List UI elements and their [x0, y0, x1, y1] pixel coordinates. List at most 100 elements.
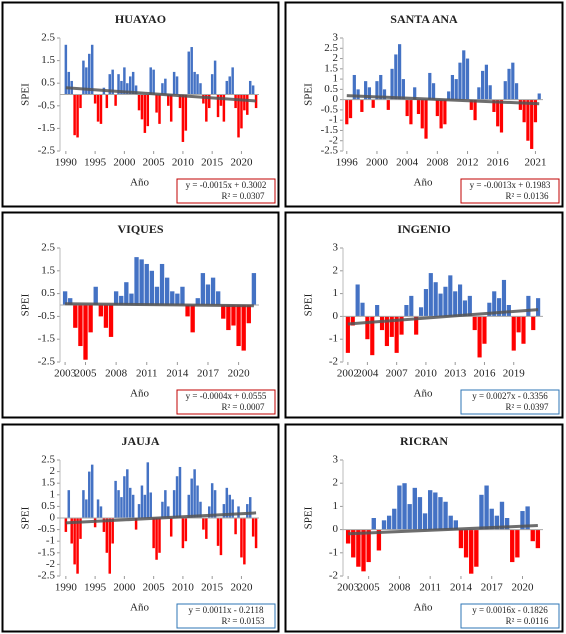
bar: [85, 499, 88, 518]
x-tick-label: 2017: [197, 368, 220, 380]
bar: [404, 305, 409, 317]
x-tick-label: 2000: [113, 157, 136, 169]
y-tick-label: 2: [333, 477, 339, 489]
bar: [78, 305, 83, 347]
bar: [149, 492, 152, 518]
bar: [93, 94, 97, 104]
bar: [501, 279, 507, 317]
bar: [526, 295, 531, 317]
bar: [533, 99, 538, 123]
bar: [126, 83, 129, 95]
bar: [213, 490, 217, 518]
bar: [251, 518, 255, 537]
bar: [360, 302, 365, 317]
chart-title: VIQUES: [117, 222, 163, 236]
bar: [488, 85, 492, 100]
x-tick-label: 2013: [444, 368, 467, 380]
bar: [511, 62, 515, 100]
bar: [465, 58, 470, 100]
bar: [137, 504, 141, 518]
y-tick-label: -2.5: [38, 145, 56, 157]
trend-line: [65, 86, 257, 103]
bar: [424, 99, 428, 139]
bar: [79, 518, 82, 539]
bar: [243, 518, 246, 565]
bar: [193, 71, 196, 95]
x-tick-label: 2015: [201, 582, 224, 594]
bar: [443, 99, 447, 125]
bar: [161, 501, 164, 518]
bar: [511, 316, 516, 351]
bar: [355, 284, 360, 317]
y-tick-label: -2: [329, 134, 338, 146]
bar: [496, 99, 500, 127]
y-tick-label: -2: [46, 558, 55, 570]
bar: [371, 518, 376, 530]
x-tick-label: 2003: [337, 582, 360, 594]
x-tick-label: 2010: [172, 582, 195, 594]
y-tick-label: 1: [333, 500, 339, 512]
bar: [67, 71, 71, 95]
bar: [360, 99, 364, 112]
bar: [73, 518, 76, 565]
bar: [526, 99, 530, 141]
trend-r2: R² = 0.0397: [505, 402, 549, 412]
bar: [155, 518, 158, 560]
panel-border: [284, 1, 564, 208]
bar: [507, 68, 511, 100]
bar: [443, 501, 448, 530]
bar: [143, 494, 147, 518]
trend-r2: R² = 0.0307: [221, 191, 265, 201]
bar: [208, 506, 211, 518]
bar: [394, 316, 399, 353]
bar: [448, 275, 453, 317]
bar: [416, 99, 421, 115]
trend-line: [65, 511, 257, 525]
y-tick-label: 2: [50, 465, 56, 477]
bar: [180, 286, 185, 305]
bar: [431, 83, 436, 100]
bar: [228, 76, 231, 95]
x-tick-label: 2005: [358, 582, 381, 594]
bar: [345, 99, 349, 125]
y-axis-label: SPEI: [20, 293, 32, 316]
x-tick-label: 2015: [201, 157, 224, 169]
bar: [428, 72, 432, 100]
bar: [412, 487, 417, 530]
bar: [399, 316, 404, 335]
bar: [521, 316, 526, 344]
panel-border: [1, 423, 280, 633]
bar: [140, 94, 144, 120]
bar: [231, 499, 234, 518]
bar: [210, 483, 214, 518]
x-tick-label: 2021: [524, 157, 546, 169]
y-tick-label: 2.5: [41, 454, 55, 466]
bar: [90, 44, 94, 95]
x-tick-label: 2016: [487, 157, 510, 169]
bar: [237, 94, 240, 138]
bar: [120, 497, 123, 518]
bar: [193, 469, 196, 518]
bar: [479, 494, 484, 530]
bar: [170, 291, 175, 305]
bar: [105, 518, 109, 553]
trend-r2: R² = 0.0136: [505, 191, 549, 201]
x-tick-label: 2020: [511, 582, 534, 594]
bar: [492, 291, 497, 317]
y-tick-label: 1.5: [41, 477, 55, 489]
bar: [70, 518, 73, 544]
bar: [504, 518, 510, 530]
x-tick-label: 2020: [230, 157, 253, 169]
bar: [458, 529, 464, 549]
bar: [196, 74, 199, 95]
bar: [140, 485, 144, 518]
y-tick-label: 1: [50, 488, 56, 500]
y-tick-label: -1.5: [38, 333, 56, 345]
bar: [351, 529, 356, 558]
bar: [222, 94, 226, 122]
bar: [195, 298, 200, 305]
bar: [530, 99, 534, 149]
bar: [420, 99, 424, 129]
